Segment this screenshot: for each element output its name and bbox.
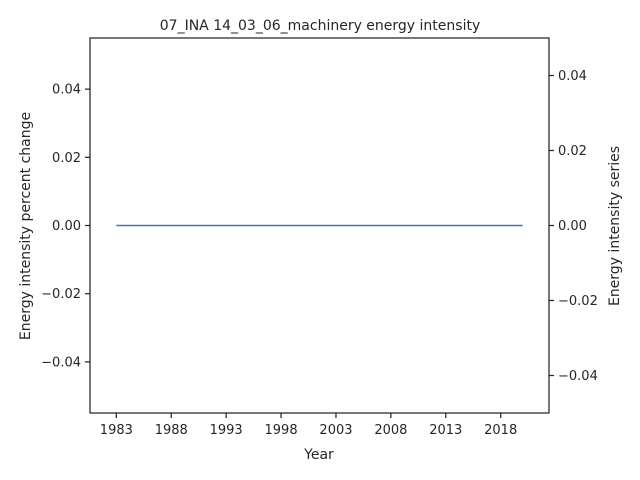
x-tick-label: 1998	[265, 423, 298, 438]
y-left-tick-label: −0.02	[41, 287, 81, 302]
x-tick-label: 2003	[319, 423, 352, 438]
y-left-tick-label: 0.04	[52, 83, 81, 98]
y-right-tick-label: 0.04	[558, 69, 587, 84]
x-tick-label: 1983	[100, 423, 133, 438]
y-right-tick-label: 0.00	[558, 219, 587, 234]
y-axis-left-label: Energy intensity percent change	[18, 112, 34, 340]
x-tick-label: 2008	[374, 423, 407, 438]
y-right-tick-label: 0.02	[558, 144, 587, 159]
y-axis-right: −0.04 −0.02 0.00 0.02 0.04	[549, 69, 598, 384]
y-right-tick-label: −0.02	[558, 294, 598, 309]
chart-title: 07_INA 14_03_06_machinery energy intensi…	[160, 18, 480, 34]
x-tick-label: 1988	[155, 423, 188, 438]
x-axis: 1983 1988 1993 1998 2003 2008 2013 2018	[100, 413, 517, 438]
y-axis-right-label: Energy intensity series	[607, 146, 623, 306]
x-tick-label: 1993	[210, 423, 243, 438]
y-left-tick-label: −0.04	[41, 355, 81, 370]
y-left-tick-label: 0.00	[52, 219, 81, 234]
x-axis-label: Year	[303, 447, 334, 463]
y-right-tick-label: −0.04	[558, 369, 598, 384]
x-tick-label: 2013	[429, 423, 462, 438]
x-tick-label: 2018	[484, 423, 517, 438]
y-left-tick-label: 0.02	[52, 151, 81, 166]
y-axis-left: −0.04 −0.02 0.00 0.02 0.04	[41, 83, 90, 370]
